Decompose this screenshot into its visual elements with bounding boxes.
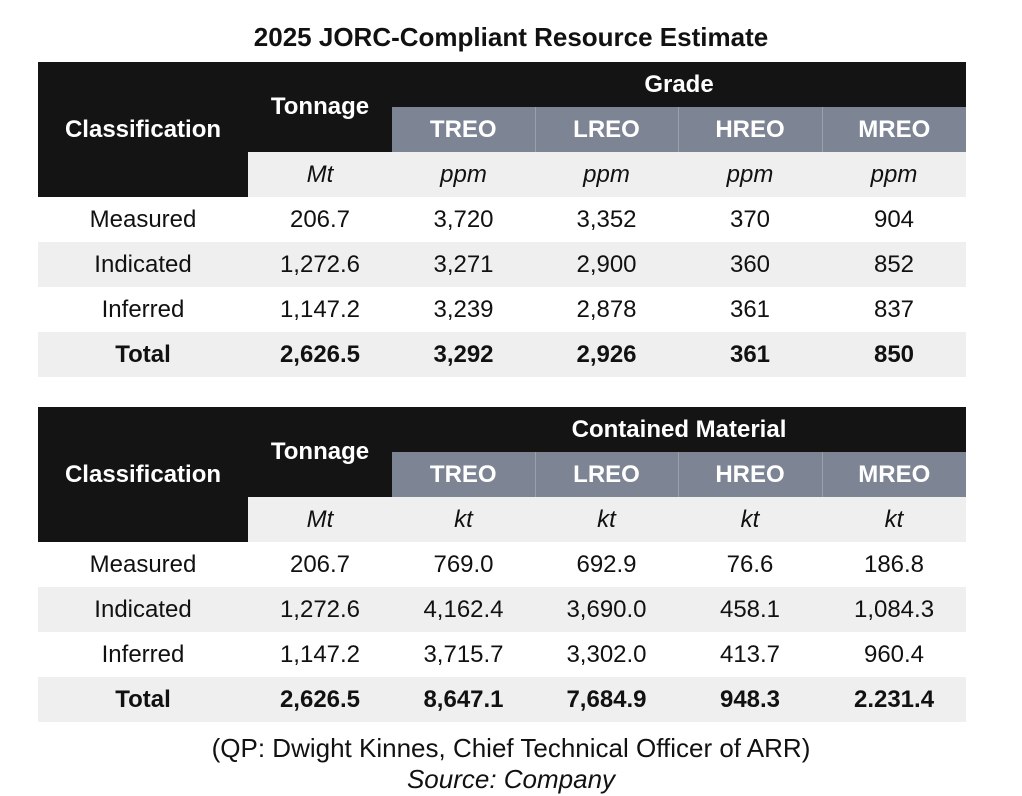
sub-header-lreo: LREO <box>534 452 678 497</box>
value-cell: 361 <box>678 287 822 332</box>
row-label: Measured <box>38 197 248 242</box>
value-cell: 3,720 <box>392 197 535 242</box>
value-cell: 3,690.0 <box>535 587 678 632</box>
table-row: Indicated 1,272.6 4,162.4 3,690.0 458.1 1,084… <box>38 587 967 632</box>
row-label: Inferred <box>38 287 248 332</box>
unit-cell: ppm <box>678 152 822 197</box>
value-cell: 206.7 <box>248 197 392 242</box>
sub-header-mreo: MREO <box>821 452 967 497</box>
value-cell: 2.231.4 <box>822 677 967 722</box>
value-cell: 2,926 <box>535 332 678 377</box>
tonnage-header: Tonnage <box>248 62 392 152</box>
contained-material-table: Classification Tonnage Contained Material T… <box>38 407 967 722</box>
value-cell: 769.0 <box>392 542 535 587</box>
qp-note: (QP: Dwight Kinnes, Chief Technical Offi… <box>211 733 811 763</box>
value-cell: 3,352 <box>535 197 678 242</box>
sub-header-hreo: HREO <box>677 107 822 152</box>
value-cell: 904 <box>822 197 966 242</box>
value-cell: 3,271 <box>392 242 535 287</box>
value-cell: 852 <box>822 242 966 287</box>
page-title: 2025 JORC-Compliant Resource Estimate <box>253 22 769 52</box>
value-cell: 2,878 <box>535 287 678 332</box>
value-cell: 1,147.2 <box>248 632 392 677</box>
table-row: Measured 206.7 3,720 3,352 370 904 <box>38 197 966 242</box>
value-cell: 3,302.0 <box>535 632 678 677</box>
sub-header-hreo: HREO <box>677 452 822 497</box>
value-cell: 1,147.2 <box>248 287 392 332</box>
value-cell: 3,239 <box>392 287 535 332</box>
classification-header: Classification <box>38 62 248 197</box>
total-row: Total 2,626.5 8,647.1 7,684.9 948.3 2.231.4 <box>38 677 967 722</box>
classification-header: Classification <box>38 407 248 542</box>
value-cell: 960.4 <box>822 632 967 677</box>
value-cell: 186.8 <box>822 542 967 587</box>
source-note: Source: Company <box>406 764 616 794</box>
value-cell: 1,272.6 <box>248 242 392 287</box>
value-cell: 76.6 <box>678 542 822 587</box>
value-cell: 206.7 <box>248 542 392 587</box>
sub-header-lreo: LREO <box>534 107 678 152</box>
unit-cell: Mt <box>248 497 392 542</box>
unit-cell: kt <box>392 497 535 542</box>
row-label: Total <box>38 332 248 377</box>
table-row: Measured 206.7 769.0 692.9 76.6 186.8 <box>38 542 967 587</box>
table-row: Inferred 1,147.2 3,239 2,878 361 837 <box>38 287 966 332</box>
value-cell: 413.7 <box>678 632 822 677</box>
sub-header-treo: TREO <box>392 107 535 152</box>
grade-table: Classification Tonnage Grade TREO LREO HREO MR… <box>38 62 966 377</box>
unit-cell: ppm <box>392 152 535 197</box>
value-cell: 1,272.6 <box>248 587 392 632</box>
group-header: Grade <box>392 62 966 107</box>
unit-cell: Mt <box>248 152 392 197</box>
value-cell: 4,162.4 <box>392 587 535 632</box>
value-cell: 1,084.3 <box>822 587 967 632</box>
value-cell: 850 <box>822 332 966 377</box>
table-row: Indicated 1,272.6 3,271 2,900 360 852 <box>38 242 966 287</box>
sub-header-treo: TREO <box>392 452 535 497</box>
value-cell: 2,626.5 <box>248 677 392 722</box>
value-cell: 948.3 <box>678 677 822 722</box>
value-cell: 692.9 <box>535 542 678 587</box>
value-cell: 458.1 <box>678 587 822 632</box>
row-label: Indicated <box>38 242 248 287</box>
value-cell: 370 <box>678 197 822 242</box>
value-cell: 837 <box>822 287 966 332</box>
value-cell: 361 <box>678 332 822 377</box>
unit-cell: kt <box>678 497 822 542</box>
unit-cell: ppm <box>535 152 678 197</box>
table-row: Inferred 1,147.2 3,715.7 3,302.0 413.7 960.4 <box>38 632 967 677</box>
value-cell: 3,715.7 <box>392 632 535 677</box>
tonnage-header: Tonnage <box>248 407 392 497</box>
row-label: Total <box>38 677 248 722</box>
row-label: Measured <box>38 542 248 587</box>
row-label: Inferred <box>38 632 248 677</box>
group-header: Contained Material <box>392 407 967 452</box>
unit-cell: kt <box>535 497 678 542</box>
value-cell: 3,292 <box>392 332 535 377</box>
unit-cell: kt <box>822 497 967 542</box>
value-cell: 8,647.1 <box>392 677 535 722</box>
sub-header-mreo: MREO <box>821 107 966 152</box>
row-label: Indicated <box>38 587 248 632</box>
unit-cell: ppm <box>822 152 966 197</box>
value-cell: 7,684.9 <box>535 677 678 722</box>
value-cell: 2,626.5 <box>248 332 392 377</box>
value-cell: 2,900 <box>535 242 678 287</box>
value-cell: 360 <box>678 242 822 287</box>
total-row: Total 2,626.5 3,292 2,926 361 850 <box>38 332 966 377</box>
